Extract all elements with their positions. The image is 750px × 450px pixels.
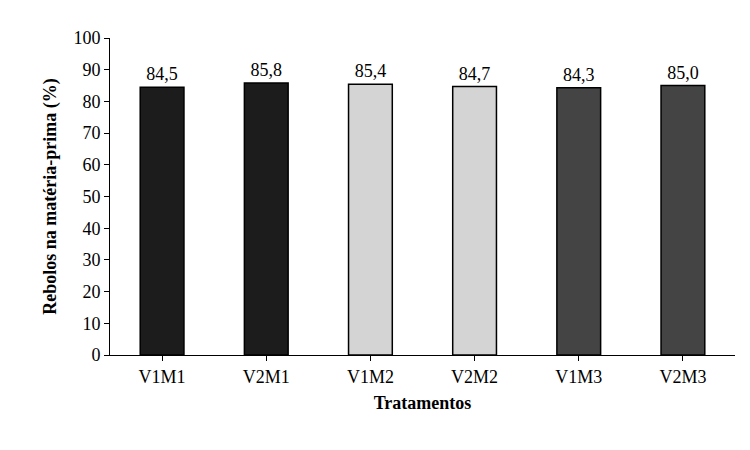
svg-text:100: 100 — [73, 28, 100, 48]
svg-text:V2M1: V2M1 — [243, 367, 290, 387]
svg-text:70: 70 — [82, 123, 100, 143]
svg-text:10: 10 — [82, 314, 100, 334]
svg-text:0: 0 — [91, 345, 100, 365]
svg-text:40: 40 — [82, 219, 100, 239]
svg-text:V1M3: V1M3 — [555, 367, 602, 387]
svg-text:V1M1: V1M1 — [139, 367, 186, 387]
svg-text:84,7: 84,7 — [459, 64, 491, 84]
svg-text:V2M2: V2M2 — [451, 367, 498, 387]
svg-text:V1M2: V1M2 — [347, 367, 394, 387]
svg-text:20: 20 — [82, 282, 100, 302]
svg-text:Tratamentos: Tratamentos — [374, 393, 472, 413]
svg-text:Rebolos na matéria-prima (%): Rebolos na matéria-prima (%) — [40, 78, 61, 314]
svg-text:80: 80 — [82, 92, 100, 112]
svg-text:85,4: 85,4 — [355, 61, 387, 81]
svg-text:84,5: 84,5 — [146, 64, 178, 84]
svg-text:85,8: 85,8 — [251, 60, 283, 80]
svg-text:90: 90 — [82, 60, 100, 80]
svg-text:84,3: 84,3 — [563, 65, 595, 85]
svg-text:60: 60 — [82, 155, 100, 175]
svg-text:85,0: 85,0 — [667, 63, 699, 83]
svg-text:V2M3: V2M3 — [659, 367, 706, 387]
svg-text:30: 30 — [82, 250, 100, 270]
svg-text:50: 50 — [82, 187, 100, 207]
